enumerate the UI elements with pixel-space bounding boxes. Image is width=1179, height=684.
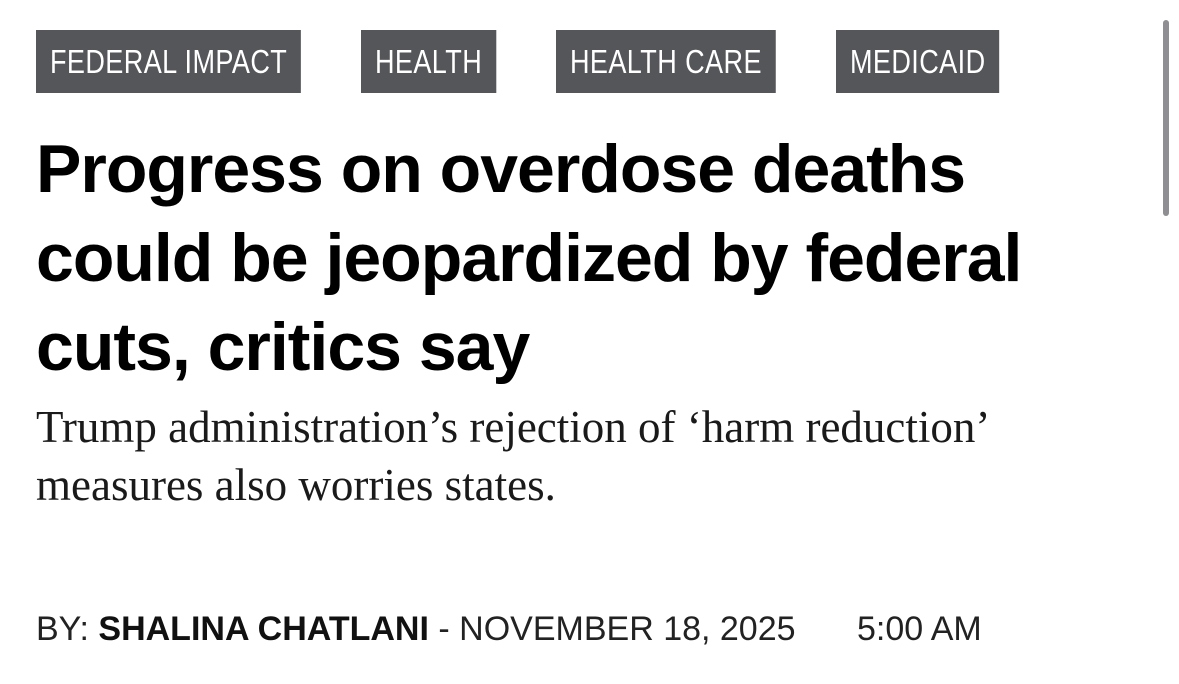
- tag-list: FEDERAL IMPACT HEALTH HEALTH CARE MEDICA…: [36, 30, 1146, 93]
- article-header: FEDERAL IMPACT HEALTH HEALTH CARE MEDICA…: [36, 30, 1146, 648]
- author-name[interactable]: SHALINA CHATLANI: [98, 610, 429, 648]
- tag-health[interactable]: HEALTH: [361, 30, 497, 93]
- tag-medicaid[interactable]: MEDICAID: [836, 30, 1000, 93]
- vertical-scrollbar[interactable]: [1163, 20, 1169, 216]
- byline-prefix: BY:: [36, 610, 89, 648]
- byline-separator: -: [438, 610, 450, 648]
- publish-date: NOVEMBER 18, 2025: [459, 610, 796, 648]
- tag-federal-impact[interactable]: FEDERAL IMPACT: [36, 30, 302, 93]
- article-subheadline: Trump administration’s rejection of ‘har…: [36, 402, 988, 510]
- byline: BY: SHALINA CHATLANI - NOVEMBER 18, 2025…: [36, 610, 982, 649]
- publish-time: 5:00 AM: [857, 610, 982, 648]
- tag-health-care[interactable]: HEALTH CARE: [556, 30, 777, 93]
- article-headline: Progress on overdose deaths could be jeo…: [36, 131, 1022, 385]
